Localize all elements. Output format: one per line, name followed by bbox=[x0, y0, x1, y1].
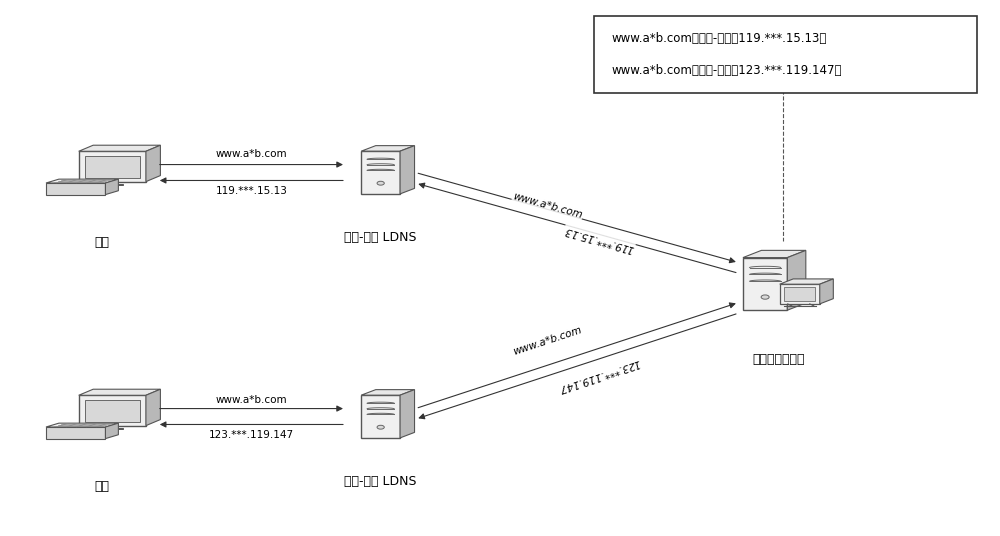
Text: www.a*b.com，广州-电信，119.***.15.13；: www.a*b.com，广州-电信，119.***.15.13； bbox=[611, 32, 827, 45]
Text: 上海-联通 LDNS: 上海-联通 LDNS bbox=[344, 475, 417, 488]
Polygon shape bbox=[743, 258, 787, 310]
Circle shape bbox=[377, 425, 384, 429]
Polygon shape bbox=[361, 146, 415, 151]
Polygon shape bbox=[361, 395, 400, 438]
Text: 123.***.119.147: 123.***.119.147 bbox=[209, 430, 294, 440]
Polygon shape bbox=[46, 183, 105, 195]
Polygon shape bbox=[146, 145, 160, 182]
Text: www.a*b.com，北京-联通，123.***.119.147；: www.a*b.com，北京-联通，123.***.119.147； bbox=[611, 64, 842, 77]
Polygon shape bbox=[46, 423, 118, 427]
Text: 119.***.15.13: 119.***.15.13 bbox=[563, 224, 635, 254]
Polygon shape bbox=[105, 179, 118, 195]
Polygon shape bbox=[46, 179, 118, 183]
Polygon shape bbox=[743, 250, 806, 258]
Polygon shape bbox=[46, 427, 105, 438]
Text: www.a*b.com: www.a*b.com bbox=[512, 191, 584, 220]
Circle shape bbox=[761, 295, 769, 299]
Text: 终端: 终端 bbox=[95, 480, 110, 493]
Polygon shape bbox=[79, 151, 146, 182]
Polygon shape bbox=[361, 151, 400, 194]
Polygon shape bbox=[105, 423, 118, 438]
Text: 119.***.15.13: 119.***.15.13 bbox=[215, 186, 287, 196]
Text: 权威域名服务器: 权威域名服务器 bbox=[752, 353, 805, 366]
Polygon shape bbox=[79, 389, 160, 395]
Polygon shape bbox=[780, 279, 833, 284]
Polygon shape bbox=[79, 395, 146, 426]
Polygon shape bbox=[99, 426, 116, 428]
Polygon shape bbox=[361, 390, 415, 395]
Text: www.a*b.com: www.a*b.com bbox=[216, 149, 287, 159]
Text: 终端: 终端 bbox=[95, 236, 110, 249]
Polygon shape bbox=[780, 284, 820, 304]
Polygon shape bbox=[92, 428, 123, 429]
Polygon shape bbox=[92, 184, 123, 185]
Text: 广州-电信 LDNS: 广州-电信 LDNS bbox=[344, 231, 417, 244]
Polygon shape bbox=[85, 157, 140, 178]
FancyBboxPatch shape bbox=[594, 16, 977, 93]
Polygon shape bbox=[400, 390, 415, 438]
Circle shape bbox=[377, 181, 384, 185]
Polygon shape bbox=[820, 279, 833, 304]
Polygon shape bbox=[784, 287, 815, 301]
Polygon shape bbox=[99, 182, 116, 184]
Text: www.a*b.com: www.a*b.com bbox=[216, 394, 287, 405]
Text: www.a*b.com: www.a*b.com bbox=[512, 325, 583, 357]
Text: 123.***.119.147: 123.***.119.147 bbox=[557, 358, 641, 394]
Polygon shape bbox=[400, 146, 415, 194]
Polygon shape bbox=[787, 250, 806, 310]
Polygon shape bbox=[146, 389, 160, 426]
Polygon shape bbox=[85, 400, 140, 422]
Polygon shape bbox=[79, 145, 160, 151]
